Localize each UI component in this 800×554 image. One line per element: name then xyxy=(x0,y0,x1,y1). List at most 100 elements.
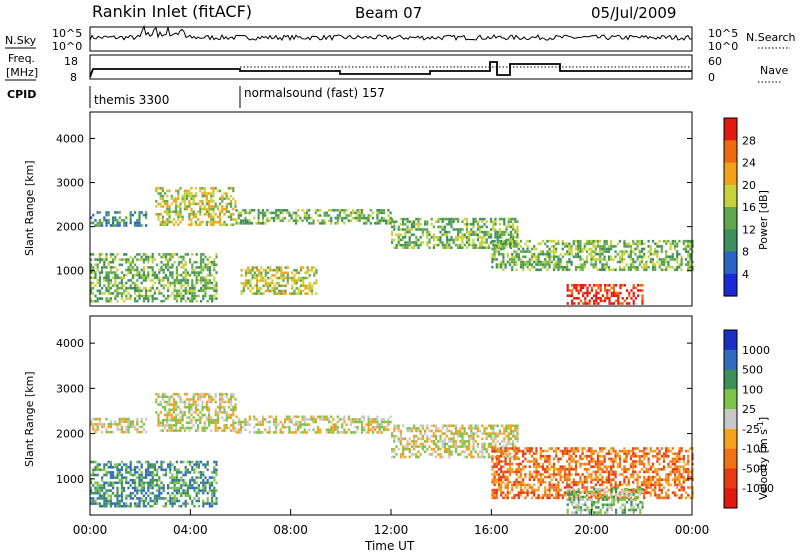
echo-cell xyxy=(522,465,525,468)
echo-cell xyxy=(550,245,553,248)
echo-cell xyxy=(479,455,482,459)
echo-cell xyxy=(417,450,420,454)
echo-cell xyxy=(234,405,237,409)
echo-cell xyxy=(292,211,295,215)
echo-cell xyxy=(195,460,198,464)
echo-cell xyxy=(134,255,137,259)
echo-cell xyxy=(408,429,411,433)
echo-cell xyxy=(457,429,460,433)
echo-cell xyxy=(559,478,562,481)
echo-cell xyxy=(514,230,517,234)
echo-cell xyxy=(603,242,606,246)
echo-cell xyxy=(541,250,545,253)
echo-cell xyxy=(288,276,292,280)
echo-cell xyxy=(526,247,529,251)
echo-cell xyxy=(230,187,233,190)
echo-cell xyxy=(90,281,93,285)
echo-cell xyxy=(200,289,203,293)
echo-cell xyxy=(248,209,251,212)
echo-cell xyxy=(614,460,617,463)
echo-cell xyxy=(528,452,531,455)
echo-cell xyxy=(197,289,200,293)
echo-cell xyxy=(507,442,510,446)
echo-cell xyxy=(616,462,619,466)
echo-cell xyxy=(123,273,126,277)
echo-cell xyxy=(257,222,260,225)
echo-cell xyxy=(671,242,674,246)
echo-cell xyxy=(461,236,464,239)
echo-cell xyxy=(118,504,121,508)
echo-cell xyxy=(508,245,512,248)
echo-cell xyxy=(304,292,307,295)
echo-cell xyxy=(125,224,128,227)
echo-cell xyxy=(515,452,518,455)
echo-cell xyxy=(188,200,191,203)
echo-cell xyxy=(439,238,442,242)
echo-cell xyxy=(516,434,519,438)
echo-cell xyxy=(371,431,375,434)
echo-cell xyxy=(594,250,597,253)
echo-cell xyxy=(430,217,433,221)
echo-cell xyxy=(116,268,119,272)
echo-cell xyxy=(258,268,261,272)
echo-cell xyxy=(225,400,228,404)
echo-cell xyxy=(151,279,154,282)
echo-cell xyxy=(526,447,529,450)
echo-cell xyxy=(640,250,644,253)
echo-cell xyxy=(568,289,571,292)
echo-cell xyxy=(125,294,128,298)
echo-cell xyxy=(660,245,663,248)
echo-cell xyxy=(490,424,493,428)
echo-cell xyxy=(430,447,433,451)
echo-cell xyxy=(330,222,333,225)
echo-cell xyxy=(116,481,119,485)
echo-cell xyxy=(605,242,608,246)
echo-cell xyxy=(173,484,176,487)
echo-cell xyxy=(105,489,108,492)
echo-cell xyxy=(662,258,666,261)
echo-cell xyxy=(376,423,379,426)
echo-cell xyxy=(208,281,211,285)
echo-cell xyxy=(195,266,198,269)
echo-cell xyxy=(118,216,121,219)
echo-cell xyxy=(463,445,466,448)
echo-cell xyxy=(208,207,211,211)
echo-cell xyxy=(180,471,183,474)
echo-cell xyxy=(94,219,97,222)
echo-cell xyxy=(175,276,178,280)
echo-cell xyxy=(257,209,260,212)
echo-cell xyxy=(490,442,493,446)
echo-cell xyxy=(625,245,628,248)
echo-cell xyxy=(288,211,291,215)
echo-cell xyxy=(92,268,95,272)
echo-cell xyxy=(376,425,379,429)
echo-cell xyxy=(391,241,394,244)
echo-cell xyxy=(506,447,509,450)
echo-cell xyxy=(618,449,622,453)
echo-cell xyxy=(399,233,402,236)
echo-cell xyxy=(443,217,446,221)
echo-cell xyxy=(479,243,482,247)
echo-cell xyxy=(179,207,182,211)
echo-cell xyxy=(98,224,101,227)
echo-cell xyxy=(671,258,674,261)
echo-cell xyxy=(237,211,240,215)
echo-cell xyxy=(127,425,130,429)
echo-cell xyxy=(391,450,394,454)
echo-cell xyxy=(142,258,145,261)
echo-cell xyxy=(186,253,189,256)
echo-cell xyxy=(186,416,189,419)
echo-cell xyxy=(519,486,523,489)
echo-cell xyxy=(203,194,206,198)
echo-cell xyxy=(413,440,416,443)
echo-cell xyxy=(210,218,213,221)
echo-cell xyxy=(145,292,148,295)
echo-cell xyxy=(140,463,143,466)
echo-cell xyxy=(215,497,218,500)
echo-cell xyxy=(112,271,115,274)
echo-cell xyxy=(103,425,106,429)
echo-cell xyxy=(406,220,409,223)
echo-cell xyxy=(308,274,311,277)
echo-cell xyxy=(293,279,296,282)
echo-cell xyxy=(273,289,276,293)
